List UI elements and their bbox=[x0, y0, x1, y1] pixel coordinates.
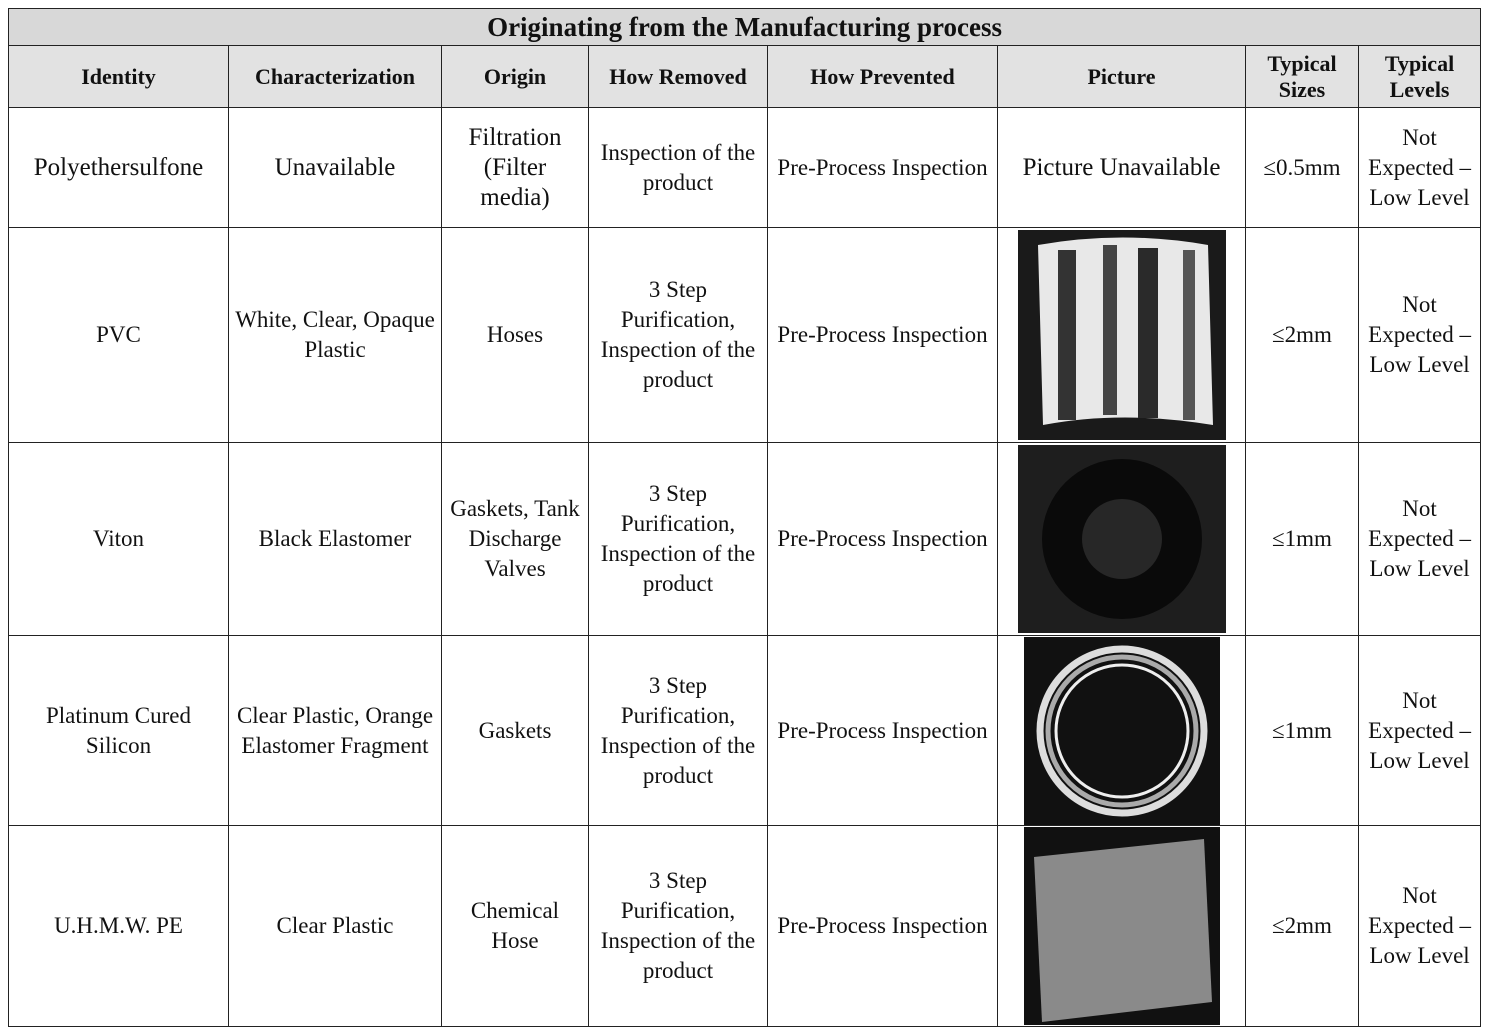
how-removed-cell: 3 Step Purification, Inspection of the p… bbox=[588, 442, 768, 636]
column-header: Typical Sizes bbox=[1245, 45, 1359, 108]
column-header: Typical Levels bbox=[1357, 45, 1482, 108]
table-row: Platinum Cured Silicon Clear Plastic, Ora… bbox=[8, 635, 1482, 826]
typical-levels-cell: Not Expected – Low Level bbox=[1357, 825, 1482, 1027]
origin-cell: Gaskets bbox=[441, 635, 589, 826]
uhmw-picture bbox=[1023, 827, 1220, 1025]
identity-cell: Polyethersulfone bbox=[8, 107, 229, 228]
table-row: U.H.M.W. PE Clear Plastic Chemical Hose 3 S… bbox=[8, 825, 1482, 1027]
column-header: How Prevented bbox=[767, 45, 998, 108]
how-removed-cell: 3 Step Purification, Inspection of the p… bbox=[588, 227, 768, 443]
header-row: Identity Characterization Origin How Remove… bbox=[8, 45, 1482, 108]
picture-cell bbox=[997, 442, 1246, 636]
viton-picture bbox=[1017, 445, 1226, 633]
how-removed-cell: Inspection of the product bbox=[588, 107, 768, 228]
how-removed-cell: 3 Step Purification, Inspection of the p… bbox=[588, 825, 768, 1027]
table-title: Originating from the Manufacturing proce… bbox=[7, 8, 1482, 46]
typical-sizes-cell: ≤0.5mm bbox=[1245, 107, 1359, 228]
column-header: Picture bbox=[997, 45, 1246, 108]
table-row: Polyethersulfone Unavailable Filtration (F… bbox=[8, 107, 1482, 228]
column-header: Identity bbox=[8, 45, 229, 108]
typical-sizes-cell: ≤2mm bbox=[1245, 825, 1359, 1027]
column-header: How Removed bbox=[588, 45, 768, 108]
column-header: Characterization bbox=[228, 45, 442, 108]
how-prevented-cell: Pre-Process Inspection bbox=[767, 635, 998, 826]
typical-sizes-cell: ≤1mm bbox=[1245, 442, 1359, 636]
identity-cell: U.H.M.W. PE bbox=[8, 825, 229, 1027]
how-prevented-cell: Pre-Process Inspection bbox=[767, 825, 998, 1027]
typical-levels-cell: Not Expected – Low Level bbox=[1357, 107, 1482, 228]
picture-cell bbox=[997, 635, 1246, 826]
characterization-cell: Black Elastomer bbox=[228, 442, 442, 636]
how-prevented-cell: Pre-Process Inspection bbox=[767, 442, 998, 636]
characterization-cell: White, Clear, Opaque Plastic bbox=[228, 227, 442, 443]
origin-cell: Chemical Hose bbox=[441, 825, 589, 1027]
origin-cell: Hoses bbox=[441, 227, 589, 443]
identity-cell: Viton bbox=[8, 442, 229, 636]
typical-levels-cell: Not Expected – Low Level bbox=[1357, 635, 1482, 826]
document: Originating from the Manufacturing proce… bbox=[7, 8, 1482, 1027]
contaminant-table: Originating from the Manufacturing proce… bbox=[7, 8, 1482, 1027]
origin-cell: Filtration (Filter media) bbox=[441, 107, 589, 228]
typical-sizes-cell: ≤1mm bbox=[1245, 635, 1359, 826]
how-removed-cell: 3 Step Purification, Inspection of the p… bbox=[588, 635, 768, 826]
silicon-picture bbox=[1023, 636, 1220, 825]
table-row: Viton Black Elastomer Gaskets, Tank Discha… bbox=[8, 442, 1482, 636]
picture-cell bbox=[997, 825, 1246, 1027]
pvc-picture bbox=[1017, 230, 1226, 440]
column-header: Origin bbox=[441, 45, 589, 108]
origin-cell: Gaskets, Tank Discharge Valves bbox=[441, 442, 589, 636]
identity-cell: Platinum Cured Silicon bbox=[8, 635, 229, 826]
typical-sizes-cell: ≤2mm bbox=[1245, 227, 1359, 443]
table-row: PVC White, Clear, Opaque Plastic Hoses 3 St… bbox=[8, 227, 1482, 443]
how-prevented-cell: Pre-Process Inspection bbox=[767, 107, 998, 228]
characterization-cell: Unavailable bbox=[228, 107, 442, 228]
characterization-cell: Clear Plastic, Orange Elastomer Fragment bbox=[228, 635, 442, 826]
typical-levels-cell: Not Expected – Low Level bbox=[1357, 442, 1482, 636]
picture-cell bbox=[997, 227, 1246, 443]
typical-levels-cell: Not Expected – Low Level bbox=[1357, 227, 1482, 443]
identity-cell: PVC bbox=[8, 227, 229, 443]
how-prevented-cell: Pre-Process Inspection bbox=[767, 227, 998, 443]
picture-cell: Picture Unavailable bbox=[997, 107, 1246, 228]
characterization-cell: Clear Plastic bbox=[228, 825, 442, 1027]
